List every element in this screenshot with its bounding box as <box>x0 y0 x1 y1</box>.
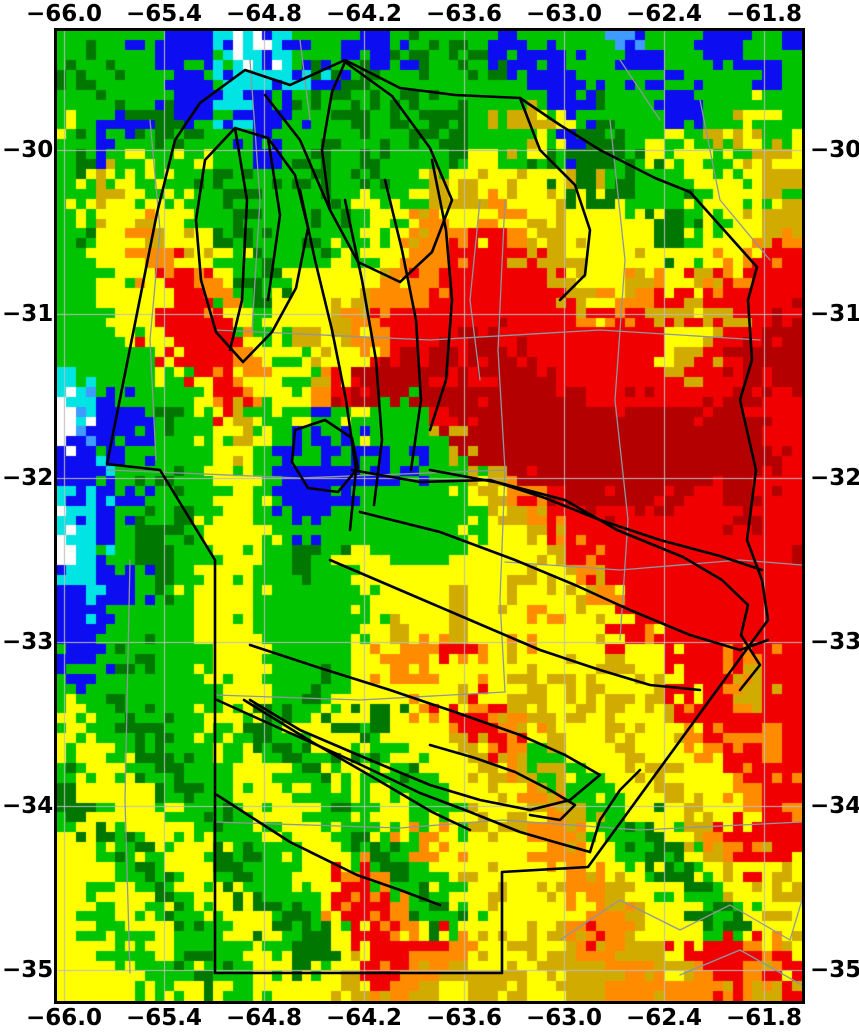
admin-boundary <box>469 199 481 381</box>
y-tick-label-right: −33 <box>810 629 859 655</box>
admin-boundary <box>619 59 661 121</box>
x-tick-label-top: −64.2 <box>325 1 403 27</box>
basin-outline <box>343 198 384 507</box>
basin-outline <box>298 188 358 532</box>
y-tick-label-left: −34 <box>2 793 54 819</box>
basin-outline <box>518 96 592 302</box>
basin-outline <box>242 698 472 832</box>
y-tick-label-right: −34 <box>810 793 859 819</box>
admin-boundary <box>679 949 802 986</box>
y-tick-label-left: −32 <box>2 465 54 491</box>
plot-frame <box>54 28 805 1004</box>
x-tick-label-top: −64.8 <box>225 1 303 27</box>
basin-outline <box>215 698 592 854</box>
x-tick-label-bottom: −64.8 <box>225 1005 303 1031</box>
basin-outline <box>266 136 282 302</box>
basin-outline <box>428 468 762 692</box>
basin-outline <box>383 178 423 472</box>
x-tick-label-top: −63.6 <box>425 1 503 27</box>
y-tick-label-right: −35 <box>810 957 859 983</box>
basin-outline <box>428 743 577 822</box>
x-tick-label-bottom: −64.2 <box>325 1005 403 1031</box>
admin-boundary <box>214 329 761 341</box>
admin-boundary <box>559 899 802 941</box>
y-tick-label-left: −30 <box>2 137 54 163</box>
y-tick-label-left: −35 <box>2 957 54 983</box>
admin-boundary <box>249 59 261 331</box>
y-tick-label-right: −30 <box>810 137 859 163</box>
basin-outline <box>358 510 770 652</box>
admin-boundary <box>609 119 629 641</box>
basin-outline <box>320 60 454 284</box>
basin-outline <box>194 126 310 364</box>
basin-outline <box>290 418 360 494</box>
province-boundary <box>105 58 770 975</box>
x-tick-label-bottom: −63.0 <box>525 1005 603 1031</box>
x-tick-label-top: −61.8 <box>725 1 803 27</box>
y-tick-label-right: −32 <box>810 465 859 491</box>
x-tick-label-top: −63.0 <box>525 1 603 27</box>
basin-outline <box>328 558 702 692</box>
basin-outline <box>248 643 602 812</box>
y-tick-label-right: −31 <box>810 301 859 327</box>
map-overlay <box>105 39 802 986</box>
x-tick-label-bottom: −62.4 <box>625 1005 703 1031</box>
basin-outline <box>350 468 764 572</box>
admin-boundary <box>124 559 131 974</box>
admin-boundary <box>504 559 802 571</box>
x-tick-label-bottom: −63.6 <box>425 1005 503 1031</box>
basin-outline <box>588 768 642 854</box>
basin-outline <box>263 93 332 212</box>
admin-boundary <box>299 39 311 121</box>
x-tick-label-top: −62.4 <box>625 1 703 27</box>
admin-boundary <box>214 691 506 701</box>
admin-boundary <box>699 99 771 261</box>
basin-outline <box>215 793 442 907</box>
admin-boundary <box>214 819 802 831</box>
x-tick-label-top: −65.4 <box>125 1 203 27</box>
x-tick-label-bottom: −65.4 <box>125 1005 203 1031</box>
y-tick-label-left: −33 <box>2 629 54 655</box>
x-tick-label-bottom: −66.0 <box>25 1005 103 1031</box>
admin-boundary <box>149 119 161 461</box>
x-tick-label-top: −66.0 <box>25 1 103 27</box>
precipitation-raster <box>57 31 802 1001</box>
basin-outline <box>428 158 454 432</box>
x-tick-label-bottom: −61.8 <box>725 1005 803 1031</box>
basin-outline <box>228 126 249 352</box>
admin-boundary <box>106 469 506 479</box>
y-tick-label-left: −31 <box>2 301 54 327</box>
